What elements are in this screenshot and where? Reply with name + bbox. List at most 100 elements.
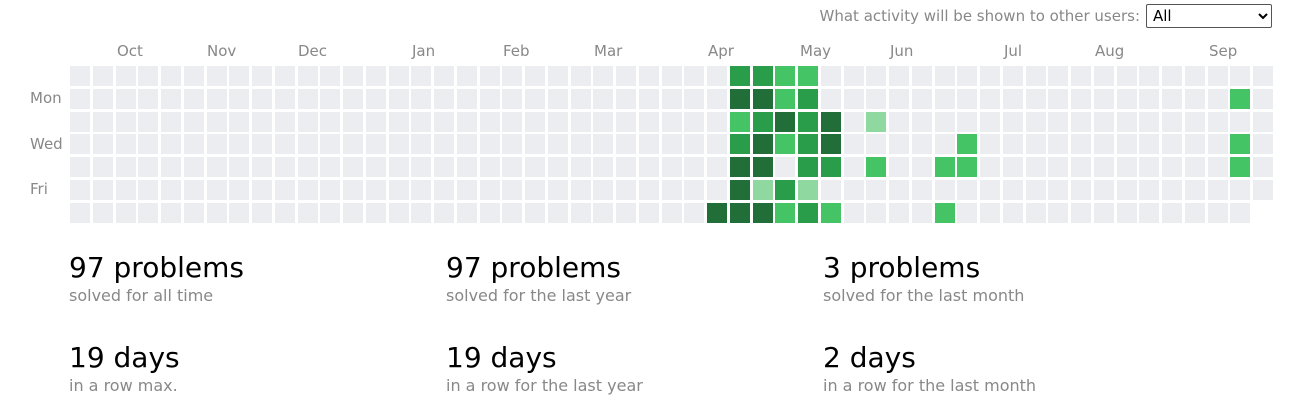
heatmap-cell[interactable]	[707, 66, 727, 86]
heatmap-cell[interactable]	[184, 89, 204, 109]
heatmap-cell[interactable]	[275, 134, 295, 154]
heatmap-cell[interactable]	[161, 112, 181, 132]
heatmap-cell[interactable]	[1071, 134, 1091, 154]
heatmap-cell[interactable]	[1003, 180, 1023, 200]
heatmap-cell[interactable]	[366, 89, 386, 109]
heatmap-cell[interactable]	[571, 180, 591, 200]
heatmap-cell[interactable]	[616, 89, 636, 109]
heatmap-cell[interactable]	[798, 89, 818, 109]
heatmap-cell[interactable]	[639, 66, 659, 86]
heatmap-cell[interactable]	[138, 203, 158, 223]
heatmap-cell[interactable]	[184, 203, 204, 223]
heatmap-cell[interactable]	[93, 203, 113, 223]
heatmap-cell[interactable]	[753, 89, 773, 109]
heatmap-cell[interactable]	[616, 180, 636, 200]
heatmap-cell[interactable]	[1048, 180, 1068, 200]
heatmap-cell[interactable]	[1026, 134, 1046, 154]
heatmap-cell[interactable]	[775, 89, 795, 109]
heatmap-cell[interactable]	[730, 66, 750, 86]
heatmap-cell[interactable]	[912, 89, 932, 109]
heatmap-cell[interactable]	[320, 89, 340, 109]
heatmap-cell[interactable]	[434, 180, 454, 200]
heatmap-cell[interactable]	[616, 66, 636, 86]
heatmap-cell[interactable]	[616, 112, 636, 132]
heatmap-cell[interactable]	[957, 66, 977, 86]
heatmap-cell[interactable]	[1071, 203, 1091, 223]
heatmap-cell[interactable]	[593, 203, 613, 223]
heatmap-cell[interactable]	[684, 66, 704, 86]
heatmap-cell[interactable]	[980, 112, 1000, 132]
heatmap-cell[interactable]	[207, 66, 227, 86]
heatmap-cell[interactable]	[389, 89, 409, 109]
heatmap-cell[interactable]	[457, 203, 477, 223]
heatmap-cell[interactable]	[480, 134, 500, 154]
heatmap-cell[interactable]	[389, 134, 409, 154]
heatmap-cell[interactable]	[480, 89, 500, 109]
heatmap-cell[interactable]	[252, 89, 272, 109]
heatmap-cell[interactable]	[1117, 180, 1137, 200]
heatmap-cell[interactable]	[343, 134, 363, 154]
heatmap-cell[interactable]	[707, 112, 727, 132]
heatmap-cell[interactable]	[662, 157, 682, 177]
heatmap-cell[interactable]	[821, 112, 841, 132]
heatmap-cell[interactable]	[775, 134, 795, 154]
heatmap-cell[interactable]	[1185, 180, 1205, 200]
heatmap-cell[interactable]	[684, 180, 704, 200]
heatmap-cell[interactable]	[593, 134, 613, 154]
heatmap-cell[interactable]	[229, 180, 249, 200]
heatmap-cell[interactable]	[298, 157, 318, 177]
heatmap-cell[interactable]	[889, 157, 909, 177]
heatmap-cell[interactable]	[662, 89, 682, 109]
heatmap-cell[interactable]	[548, 203, 568, 223]
heatmap-cell[interactable]	[1003, 89, 1023, 109]
heatmap-cell[interactable]	[275, 180, 295, 200]
heatmap-cell[interactable]	[1048, 157, 1068, 177]
heatmap-cell[interactable]	[343, 66, 363, 86]
heatmap-cell[interactable]	[70, 89, 90, 109]
heatmap-cell[interactable]	[229, 89, 249, 109]
activity-visibility-select[interactable]: All	[1146, 4, 1272, 28]
heatmap-cell[interactable]	[707, 134, 727, 154]
heatmap-cell[interactable]	[434, 66, 454, 86]
heatmap-cell[interactable]	[434, 112, 454, 132]
heatmap-cell[interactable]	[1230, 157, 1250, 177]
heatmap-cell[interactable]	[1094, 89, 1114, 109]
heatmap-cell[interactable]	[298, 112, 318, 132]
heatmap-cell[interactable]	[457, 66, 477, 86]
heatmap-cell[interactable]	[775, 180, 795, 200]
heatmap-cell[interactable]	[1185, 134, 1205, 154]
heatmap-cell[interactable]	[411, 134, 431, 154]
heatmap-cell[interactable]	[593, 66, 613, 86]
heatmap-cell[interactable]	[1026, 157, 1046, 177]
heatmap-cell[interactable]	[639, 180, 659, 200]
heatmap-cell[interactable]	[502, 203, 522, 223]
heatmap-cell[interactable]	[684, 134, 704, 154]
heatmap-cell[interactable]	[161, 157, 181, 177]
heatmap-cell[interactable]	[320, 180, 340, 200]
heatmap-cell[interactable]	[411, 180, 431, 200]
heatmap-cell[interactable]	[571, 134, 591, 154]
heatmap-cell[interactable]	[1139, 134, 1159, 154]
heatmap-cell[interactable]	[662, 180, 682, 200]
heatmap-cell[interactable]	[116, 134, 136, 154]
heatmap-cell[interactable]	[844, 89, 864, 109]
heatmap-cell[interactable]	[798, 66, 818, 86]
heatmap-cell[interactable]	[707, 157, 727, 177]
heatmap-cell[interactable]	[93, 89, 113, 109]
heatmap-cell[interactable]	[457, 134, 477, 154]
heatmap-cell[interactable]	[138, 180, 158, 200]
heatmap-cell[interactable]	[1253, 66, 1273, 86]
heatmap-cell[interactable]	[684, 157, 704, 177]
heatmap-cell[interactable]	[229, 112, 249, 132]
heatmap-cell[interactable]	[320, 157, 340, 177]
heatmap-cell[interactable]	[571, 112, 591, 132]
heatmap-cell[interactable]	[252, 157, 272, 177]
heatmap-cell[interactable]	[366, 180, 386, 200]
heatmap-cell[interactable]	[1230, 203, 1250, 223]
heatmap-cell[interactable]	[525, 157, 545, 177]
heatmap-cell[interactable]	[93, 180, 113, 200]
heatmap-cell[interactable]	[548, 89, 568, 109]
heatmap-cell[interactable]	[866, 203, 886, 223]
heatmap-cell[interactable]	[298, 89, 318, 109]
heatmap-cell[interactable]	[980, 203, 1000, 223]
